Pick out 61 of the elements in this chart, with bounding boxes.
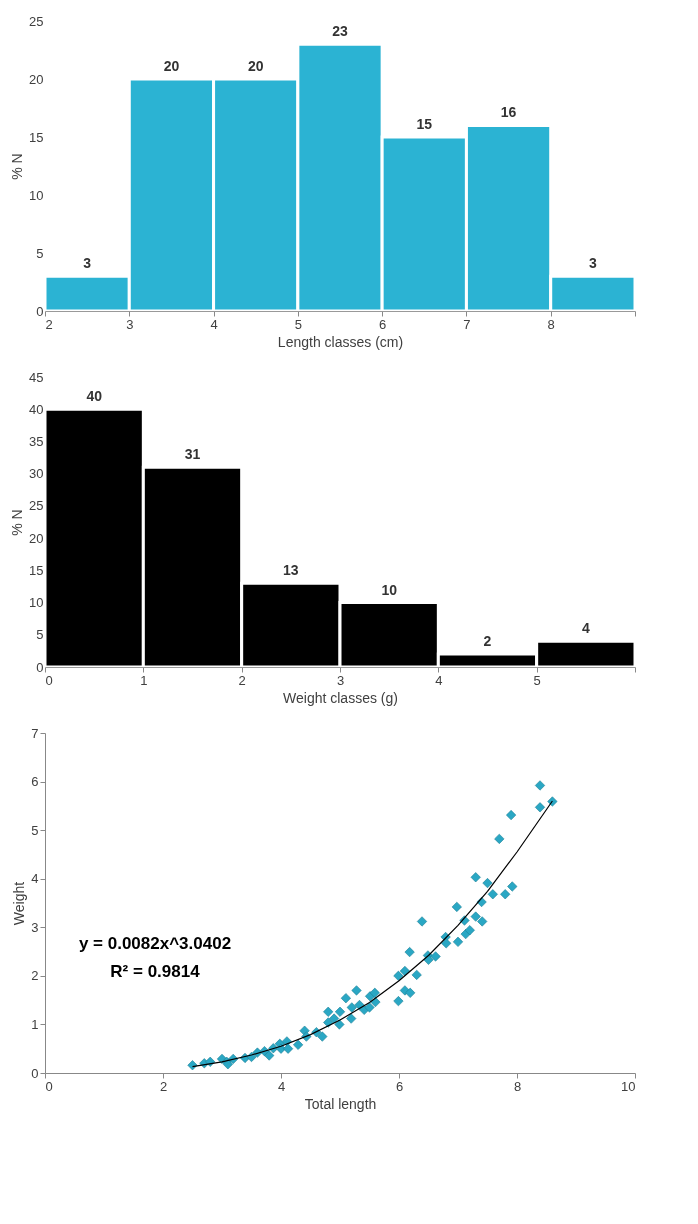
annotation: y = 0.0082x^3.0402: [78, 933, 232, 953]
y-tick-label: 10: [29, 187, 44, 203]
x-tick-label: 5: [533, 672, 541, 688]
x-tick-label: 4: [277, 1078, 286, 1094]
x-tick-label: 5: [294, 316, 302, 332]
x-tick-label: 10: [621, 1078, 636, 1094]
x-tick-label: 8: [513, 1078, 522, 1094]
y-tick-label: 5: [31, 822, 39, 838]
y-tick-label: 40: [29, 401, 44, 417]
y-tick-label: 25: [29, 498, 44, 514]
x-tick-label: 7: [463, 316, 471, 332]
data-label: 40: [86, 388, 103, 405]
data-label: 13: [283, 562, 299, 579]
x-axis-title: Length classes (cm): [277, 333, 404, 350]
data-label: 4: [581, 620, 590, 637]
y-tick-label: 15: [29, 129, 44, 145]
y-tick-label: 0: [36, 303, 44, 319]
y-tick-label: 10: [29, 595, 44, 611]
x-axis-title: Weight classes (g): [283, 689, 398, 706]
data-label: 16: [500, 104, 517, 121]
data-label: 23: [332, 23, 348, 40]
data-label: 15: [416, 116, 433, 132]
data-label: 20: [247, 58, 264, 74]
x-tick-label: 2: [159, 1078, 168, 1094]
data-label: 3: [588, 255, 597, 272]
y-axis-title: Weight: [11, 881, 28, 926]
y-tick-label: 20: [29, 530, 44, 546]
x-tick-label: 6: [379, 316, 387, 332]
x-tick-label: 2: [238, 672, 246, 688]
y-tick-label: 35: [29, 433, 44, 449]
x-axis-title: Total length: [304, 1095, 377, 1112]
x-tick-label: 3: [126, 316, 134, 332]
y-tick-label: 20: [29, 71, 44, 87]
y-tick-label: 25: [29, 13, 44, 29]
y-tick-label: 5: [36, 245, 44, 261]
y-tick-label: 4: [31, 871, 39, 887]
y-axis-title: % N: [9, 153, 26, 180]
y-tick-label: 3: [31, 919, 39, 935]
x-tick-label: 6: [395, 1078, 404, 1094]
x-tick-label: 1: [140, 672, 148, 688]
x-tick-label: 8: [547, 316, 555, 332]
y-axis-title: % N: [9, 509, 26, 536]
y-tick-label: 2: [31, 968, 39, 984]
y-tick-label: 30: [29, 466, 44, 482]
data-label: 20: [163, 58, 180, 74]
y-tick-label: 7: [31, 725, 39, 741]
y-tick-label: 0: [31, 1065, 39, 1081]
annotation: R² = 0.9814: [110, 961, 201, 981]
data-label: 10: [381, 581, 398, 598]
x-tick-label: 4: [210, 316, 218, 332]
y-tick-label: 1: [31, 1016, 39, 1032]
data-label: 31: [184, 446, 201, 463]
y-tick-label: 6: [31, 774, 39, 790]
x-tick-label: 3: [336, 672, 345, 688]
data-label: 3: [83, 255, 92, 272]
y-tick-label: 5: [36, 627, 44, 643]
y-tick-label: 15: [29, 562, 44, 578]
y-tick-label: 0: [36, 659, 44, 675]
x-tick-label: 4: [435, 672, 443, 688]
y-tick-label: 45: [29, 369, 44, 385]
data-label: 2: [483, 633, 492, 650]
